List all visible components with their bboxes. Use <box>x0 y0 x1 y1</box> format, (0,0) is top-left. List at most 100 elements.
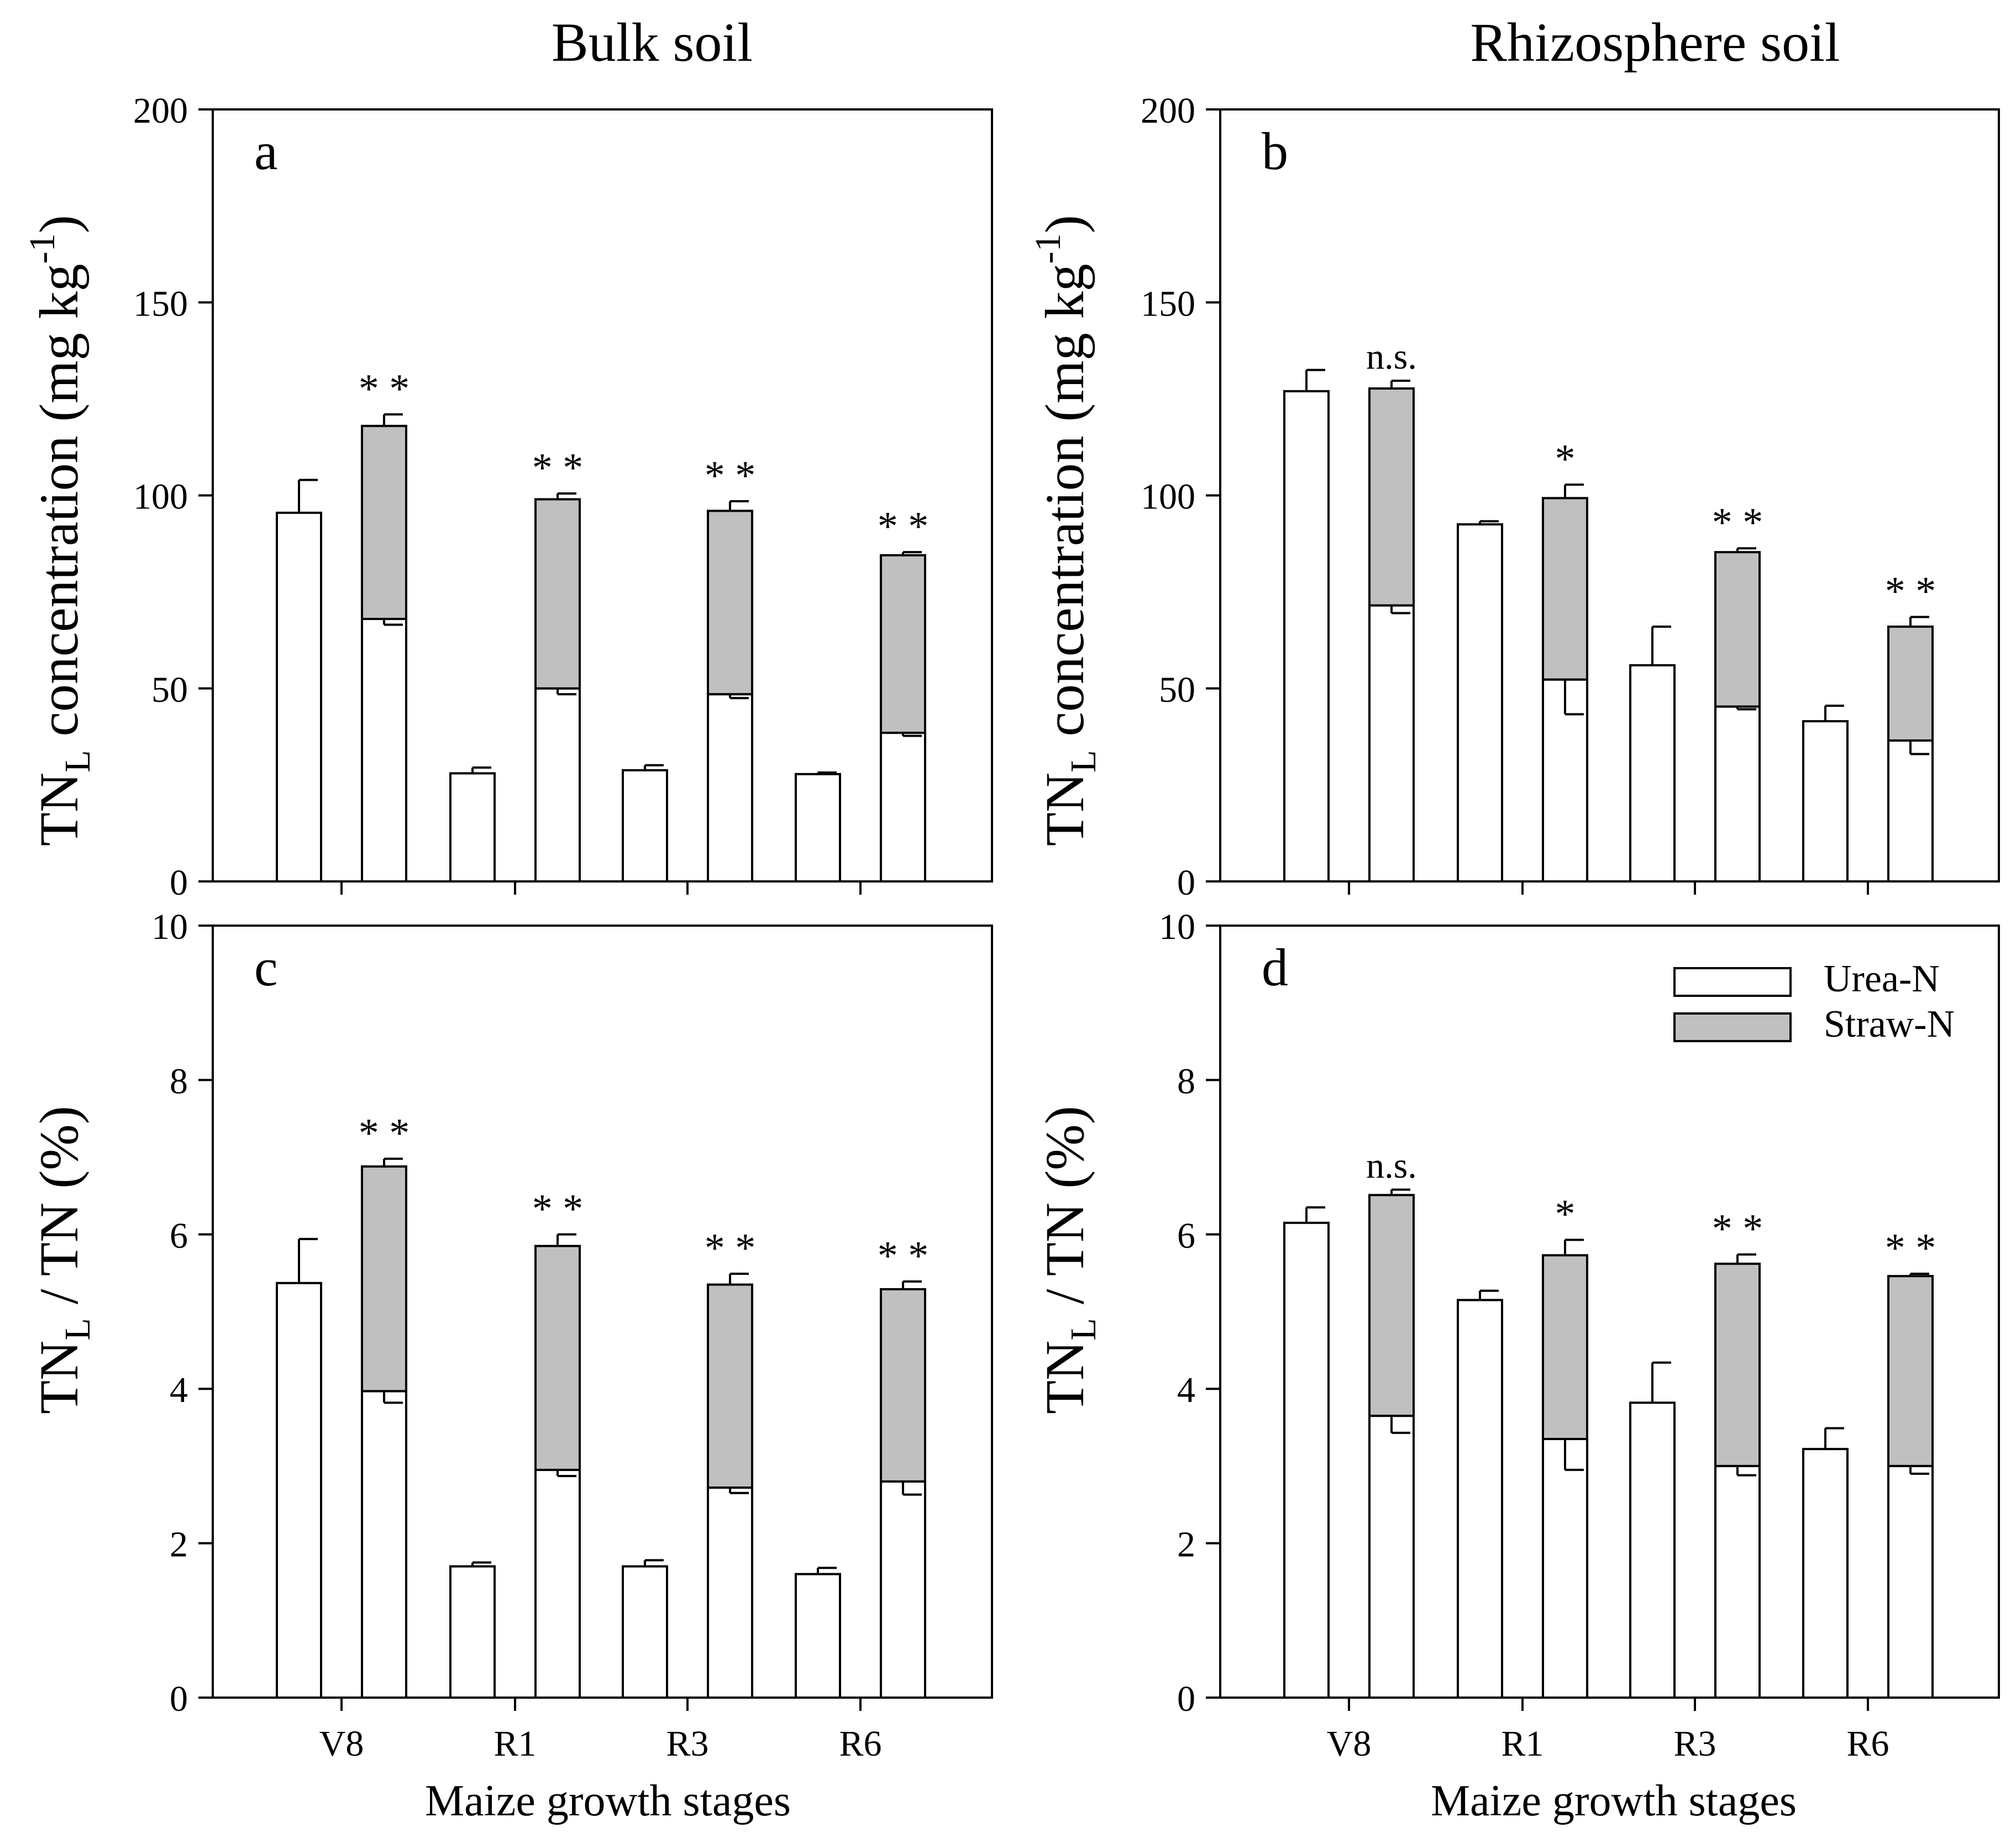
xlabel-right: Maize growth stages <box>1431 1777 1797 1825</box>
panel-c-xtick-label: R6 <box>839 1724 881 1764</box>
significance-d-R3: * * <box>1712 1206 1763 1252</box>
col-title-bulk: Bulk soil <box>552 12 753 73</box>
panel-b-frame <box>1219 108 2000 883</box>
significance-c-R3: * * <box>705 1226 756 1271</box>
bar-c-urea-only-R3 <box>622 1565 668 1699</box>
bar-d-urea-only-V8 <box>1283 1221 1330 1699</box>
bar-c-combined-urea-R3 <box>707 1487 753 1699</box>
panel-c-ytick-label: 6 <box>170 1216 188 1256</box>
ylabel-b: TNL concentration (mg kg-1) <box>1028 215 1104 846</box>
ylabel-a-main: TN <box>28 773 90 846</box>
bar-d-urea-only-R3 <box>1629 1401 1676 1699</box>
significance-b-R1: * <box>1555 437 1576 482</box>
ylabel-b-sub: L <box>1063 750 1104 772</box>
bar-a-combined-urea-R1 <box>534 687 581 883</box>
significance-c-R6: * * <box>878 1233 929 1279</box>
ylabel-a: TNL concentration (mg kg-1) <box>22 215 98 846</box>
panel-a-ytick-label: 200 <box>133 91 188 131</box>
panel-a-ytick-label: 150 <box>133 283 188 324</box>
bar-d-combined-urea-R6 <box>1887 1464 1934 1699</box>
panel-d-xtick-label: R6 <box>1846 1724 1889 1764</box>
bar-d-combined-straw-V8 <box>1368 1194 1415 1417</box>
significance-b-R3: * * <box>1712 500 1763 545</box>
panel-c-xtick-label: R3 <box>666 1724 708 1764</box>
panel-a-ytick-label: 0 <box>170 863 188 903</box>
significance-a-V8: * * <box>359 366 410 412</box>
bar-d-combined-urea-V8 <box>1368 1415 1415 1699</box>
panel-c-ytick-label: 0 <box>170 1679 188 1719</box>
bar-c-combined-urea-R6 <box>880 1480 926 1699</box>
legend-swatch-straw <box>1673 1012 1792 1042</box>
bar-a-urea-only-R3 <box>622 769 668 883</box>
ylabel-c-rest: / TN (%) <box>28 1106 90 1318</box>
panel-d-letter: d <box>1262 938 1288 997</box>
ylabel-a-close: ) <box>28 215 90 233</box>
significance-c-V8: * * <box>359 1111 410 1156</box>
bar-c-urea-only-R6 <box>795 1573 841 1699</box>
bar-b-combined-urea-R3 <box>1714 705 1761 883</box>
bar-b-combined-straw-R6 <box>1887 625 1934 742</box>
panel-d-ytick-label: 6 <box>1177 1216 1195 1256</box>
ylabel-a-rest: concentration (mg kg <box>28 264 90 750</box>
panel-d-xtick-label: V8 <box>1327 1724 1372 1764</box>
panel-c-ytick-label: 2 <box>170 1525 188 1565</box>
bar-b-urea-only-V8 <box>1283 390 1330 883</box>
panel-b-letter: b <box>1262 122 1288 181</box>
bar-a-combined-straw-R3 <box>707 510 753 696</box>
ylabel-a-sup: -1 <box>22 233 62 264</box>
panel-c-ytick-label: 4 <box>170 1370 188 1410</box>
panel-d: d 0 2 4 6 8 10 V8 n.s. R1 * R3 * * R6 * * <box>1159 907 2000 1764</box>
bar-a-combined-urea-R3 <box>707 693 753 883</box>
panel-b: b 0 50 100 150 200 n.s. * * * * * <box>1141 91 2000 903</box>
panel-d-ytick-label: 0 <box>1177 1679 1195 1719</box>
panel-d-frame <box>1219 925 2000 1699</box>
bar-d-combined-urea-R3 <box>1714 1464 1761 1699</box>
panel-c-frame <box>212 925 993 1699</box>
significance-a-R6: * * <box>878 504 929 549</box>
bar-a-combined-straw-R1 <box>534 498 581 690</box>
bar-d-combined-straw-R1 <box>1542 1254 1588 1441</box>
bar-a-combined-straw-R6 <box>880 554 926 734</box>
bar-d-combined-straw-R6 <box>1887 1275 1934 1467</box>
significance-b-R6: * * <box>1885 569 1936 614</box>
bar-b-urea-only-R6 <box>1802 720 1849 883</box>
bar-c-combined-straw-R1 <box>534 1244 581 1471</box>
panel-c-ytick-label: 10 <box>151 907 188 947</box>
panel-d-xtick-label: R3 <box>1673 1724 1716 1764</box>
bar-c-combined-straw-R6 <box>880 1288 926 1483</box>
ylabel-c-main: TN <box>28 1341 90 1414</box>
significance-a-R1: * * <box>532 445 584 491</box>
panel-c-ytick-label: 8 <box>170 1061 188 1101</box>
bar-a-combined-straw-V8 <box>361 424 407 621</box>
legend: Urea-N Straw-N <box>1673 958 1955 1046</box>
significance-b-V8: n.s. <box>1366 337 1417 377</box>
bar-b-combined-straw-V8 <box>1368 387 1415 607</box>
panel-b-ytick-label: 50 <box>1159 670 1195 710</box>
bar-a-urea-only-R1 <box>449 772 496 883</box>
bar-c-urea-only-V8 <box>276 1281 322 1699</box>
panel-a: a 0 50 100 150 200 * * * * * * * * <box>133 91 993 903</box>
significance-d-V8: n.s. <box>1366 1146 1417 1186</box>
panel-b-ytick-label: 100 <box>1141 477 1195 517</box>
col-title-rhizo: Rhizosphere soil <box>1470 12 1840 73</box>
bar-d-urea-only-R1 <box>1457 1299 1503 1699</box>
legend-label-urea: Urea-N <box>1824 958 1940 1000</box>
bar-d-combined-straw-R3 <box>1714 1262 1761 1467</box>
panel-d-ytick-label: 8 <box>1177 1061 1195 1101</box>
ylabel-d-rest: / TN (%) <box>1034 1106 1095 1318</box>
ylabel-b-close: ) <box>1034 215 1095 233</box>
ylabel-c: TNL / TN (%) <box>28 1106 98 1414</box>
panel-b-ytick-label: 200 <box>1141 91 1195 131</box>
bar-a-urea-only-V8 <box>276 511 322 883</box>
panel-d-ytick-label: 2 <box>1177 1525 1195 1565</box>
bar-c-urea-only-R1 <box>449 1565 496 1699</box>
bar-d-urea-only-R6 <box>1802 1448 1849 1699</box>
panel-c: c 0 2 4 6 8 10 V8 * * R1 * * R3 * * R6 * * <box>151 907 993 1764</box>
panel-a-ytick-label: 50 <box>151 670 188 710</box>
ylabel-d: TNL / TN (%) <box>1034 1106 1104 1414</box>
significance-a-R3: * * <box>705 453 756 498</box>
panel-d-ytick-label: 4 <box>1177 1370 1195 1410</box>
bar-b-urea-only-R3 <box>1629 664 1676 883</box>
significance-c-R1: * * <box>532 1186 584 1232</box>
